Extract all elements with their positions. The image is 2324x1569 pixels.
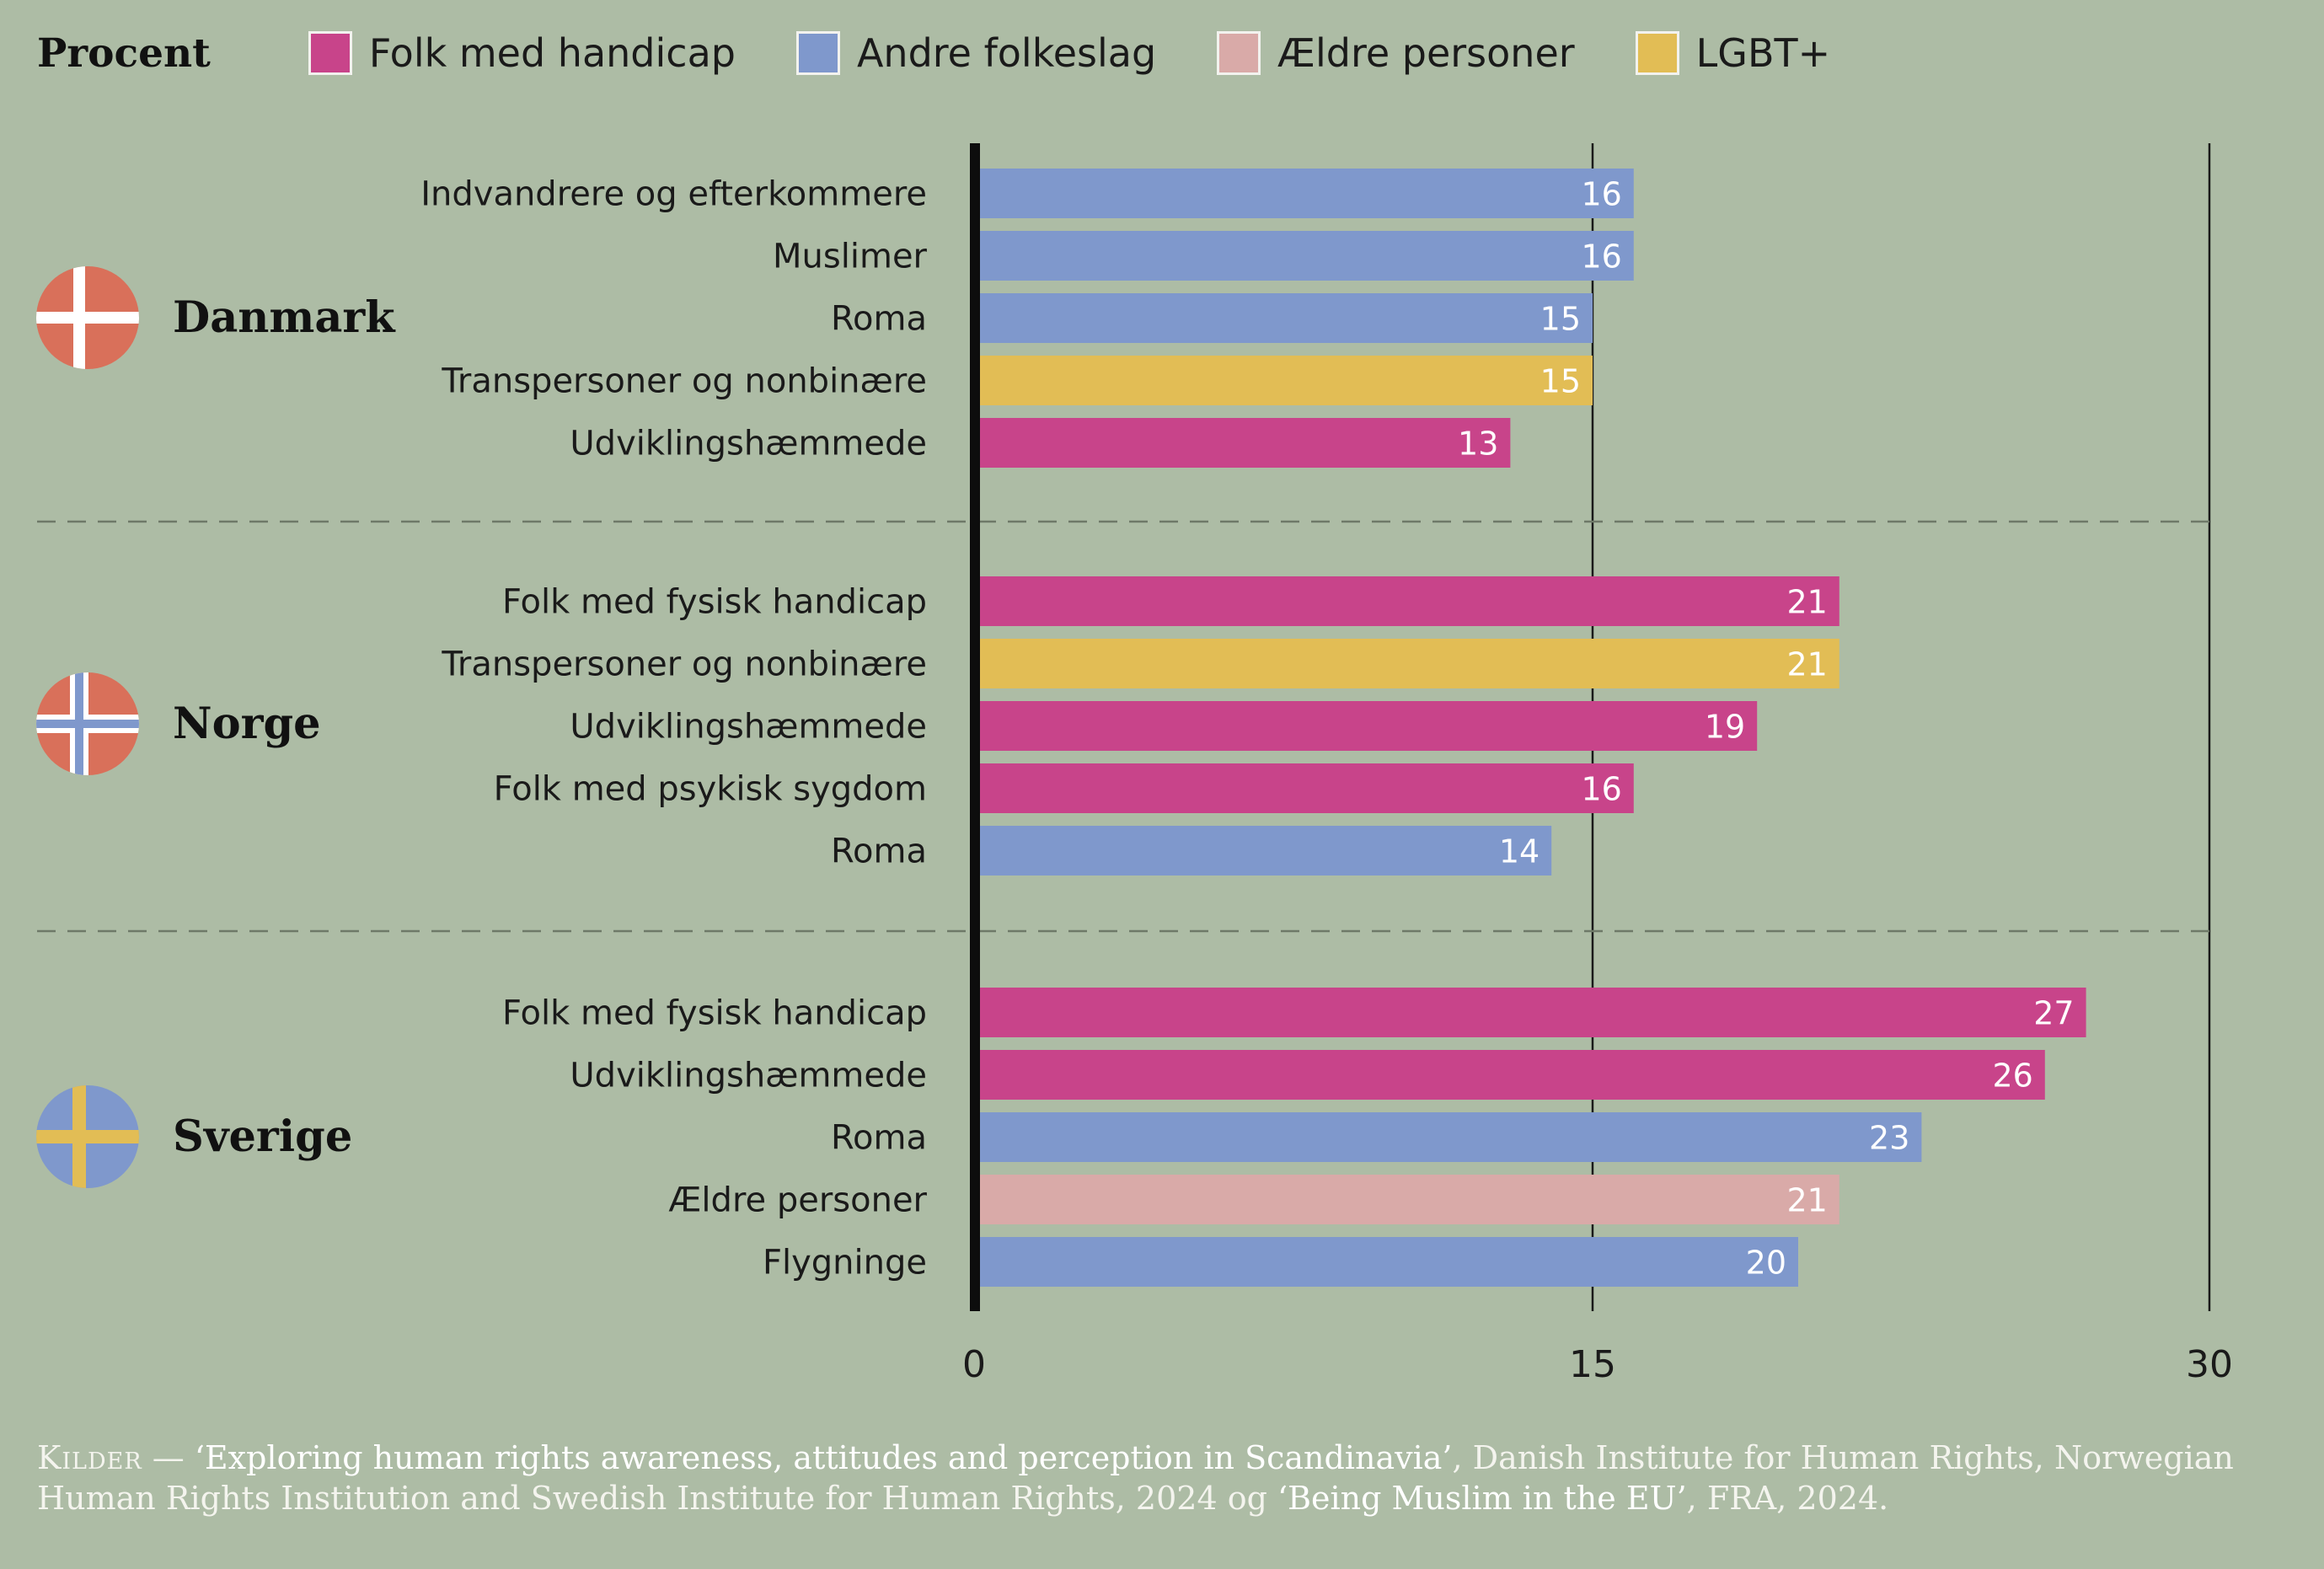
bar-norge-3	[976, 701, 1758, 751]
bar-danmark-4	[976, 356, 1593, 405]
bar-chart: Indvandrere og efterkommere 16 Muslimer 16 R…	[36, 143, 2233, 1386]
source-text-2: , FRA, 2024.	[1686, 1480, 1889, 1517]
bar-danmark-2	[976, 231, 1634, 281]
bar-value-label: 15	[1540, 301, 1581, 338]
bar-norge-2	[976, 639, 1839, 688]
bar-danmark-5	[976, 418, 1511, 468]
x-tick-label-15: 15	[1569, 1343, 1616, 1386]
bar-value-label: 20	[1746, 1245, 1786, 1282]
bar-norge-5	[976, 826, 1552, 876]
bar-value-label: 16	[1581, 771, 1621, 808]
legend-swatch-folkeslag	[795, 31, 840, 75]
bar-value-label: 16	[1581, 238, 1621, 276]
bar-value-label: 21	[1786, 1182, 1827, 1219]
bar-label: Udviklingshæmmede	[570, 708, 927, 747]
bar-sverige-1	[976, 988, 2086, 1037]
legend-swatch-aeldre	[1217, 31, 1261, 75]
source-title-1: ‘Exploring human rights awareness, attit…	[194, 1439, 1453, 1476]
bar-label: Folk med fysisk handicap	[502, 583, 927, 622]
bar-label: Transpersoner og nonbinære	[441, 362, 927, 401]
bar-label: Transpersoner og nonbinære	[441, 645, 927, 684]
bar-sverige-3	[976, 1112, 1922, 1162]
flag-cross-inner-horizontal	[36, 720, 139, 728]
y-axis-zero-line	[970, 143, 980, 1311]
bar-danmark-1	[976, 169, 1634, 218]
x-tick-label-30: 30	[2186, 1343, 2233, 1386]
source-label: Kilder	[37, 1439, 142, 1476]
legend-item-folkeslag: Andre folkeslag	[795, 30, 1157, 76]
bar-value-label: 27	[2033, 995, 2074, 1032]
bar-label: Ældre personer	[668, 1181, 927, 1220]
bar-label: Roma	[831, 300, 927, 339]
source-text-1: , Danish Institute for Human Rights, Nor…	[37, 1439, 2234, 1517]
bar-label: Roma	[831, 1119, 927, 1158]
legend-label-lgbt: LGBT+	[1695, 30, 1831, 76]
legend-label-aeldre: Ældre personer	[1277, 30, 1575, 76]
bar-label: Folk med psykisk sygdom	[494, 770, 927, 809]
group-name-danmark: Danmark	[173, 292, 396, 343]
bar-label: Flygninge	[763, 1244, 927, 1283]
bar-label: Udviklingshæmmede	[570, 425, 927, 463]
bar-norge-1	[976, 576, 1839, 626]
bar-value-label: 23	[1869, 1120, 1909, 1157]
legend-item-lgbt: LGBT+	[1635, 30, 1831, 76]
bar-norge-4	[976, 763, 1634, 813]
legend-label-handicap: Folk med handicap	[368, 30, 736, 76]
bar-sverige-4	[976, 1175, 1839, 1224]
bar-value-label: 21	[1786, 584, 1827, 621]
bar-label: Udviklingshæmmede	[570, 1057, 927, 1095]
flag-cross-horizontal	[36, 312, 139, 324]
bar-label: Roma	[831, 833, 927, 871]
legend-label-folkeslag: Andre folkeslag	[856, 30, 1157, 76]
source-title-2: ‘Being Muslim in the EU’	[1277, 1480, 1687, 1517]
legend-item-handicap: Folk med handicap	[308, 30, 736, 76]
legend-swatch-handicap	[308, 31, 352, 75]
bar-sverige-2	[976, 1050, 2045, 1100]
bar-value-label: 13	[1458, 426, 1498, 463]
bar-danmark-3	[976, 293, 1593, 343]
legend-item-aeldre: Ældre personer	[1217, 30, 1575, 76]
bar-value-label: 14	[1499, 833, 1540, 870]
swedish-flag-icon	[36, 1085, 139, 1188]
bar-label: Muslimer	[773, 238, 928, 276]
group-name-norge: Norge	[173, 699, 321, 749]
bar-value-label: 16	[1581, 176, 1621, 213]
bar-value-label: 21	[1786, 646, 1827, 683]
norwegian-flag-icon	[36, 672, 139, 775]
chart-legend: Procent Folk med handicap Andre folkeslag…	[37, 24, 1891, 83]
bar-value-label: 26	[1992, 1058, 2032, 1095]
source-dash: —	[142, 1439, 195, 1476]
danish-flag-icon	[36, 266, 139, 369]
bar-label: Folk med fysisk handicap	[502, 994, 927, 1033]
bar-sverige-5	[976, 1237, 1798, 1287]
legend-swatch-lgbt	[1635, 31, 1679, 75]
x-tick-label-0: 0	[962, 1343, 986, 1386]
bar-value-label: 15	[1540, 363, 1581, 400]
group-name-sverige: Sverige	[173, 1111, 352, 1162]
bar-label: Indvandrere og efterkommere	[420, 175, 927, 214]
source-note: Kilder — ‘Exploring human rights awarene…	[37, 1438, 2295, 1518]
legend-unit-title: Procent	[37, 29, 211, 77]
bar-value-label: 19	[1705, 709, 1745, 746]
flag-cross-horizontal	[36, 1130, 139, 1143]
